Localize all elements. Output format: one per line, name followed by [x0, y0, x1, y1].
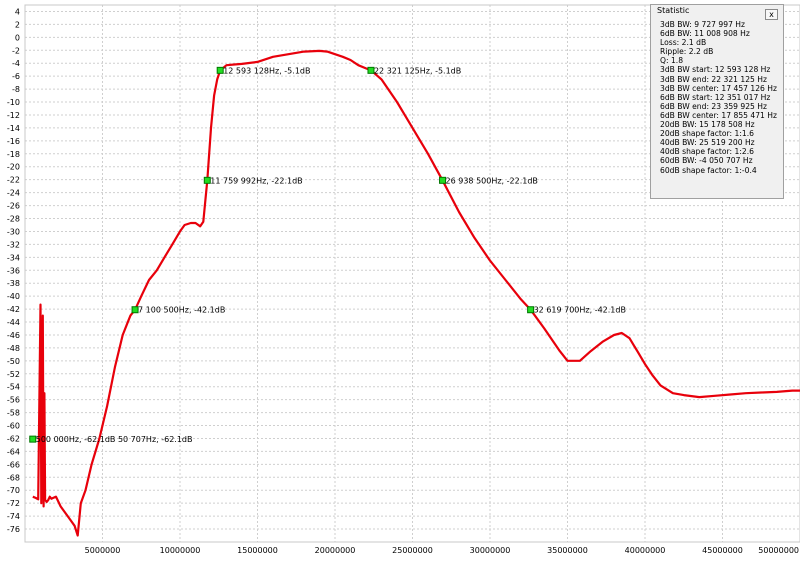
y-tick-label: -34: [7, 253, 20, 262]
y-tick-label: -52: [7, 370, 20, 379]
y-axis-ticks: 4 2 0 -2 -4 -6 -8 -10 -12 -14 -16 -18 -20 -22 -24 -26 -2…: [7, 7, 20, 534]
y-tick-label: -46: [7, 331, 20, 340]
x-tick-label: 5000000: [85, 546, 121, 555]
statistic-list: 3dB BW: 9 727 997 Hz 6dB BW: 11 008 908 H…: [660, 20, 777, 175]
marker-label: 22 321 125Hz, -5.1dB: [374, 66, 461, 75]
data-marker[interactable]: [216, 66, 224, 74]
marker-label: 12 593 128Hz, -5.1dB: [223, 66, 310, 75]
x-tick-label: 50000000: [758, 546, 799, 555]
y-tick-label: -12: [7, 111, 20, 120]
data-marker[interactable]: [203, 176, 211, 184]
data-marker[interactable]: [527, 306, 535, 314]
y-tick-label: 0: [15, 33, 20, 42]
statistic-panel[interactable]: Statistic x 3dB BW: 9 727 997 Hz 6dB BW: …: [650, 4, 784, 199]
y-tick-label: -18: [7, 150, 20, 159]
x-tick-label: 25000000: [392, 546, 433, 555]
data-marker[interactable]: [439, 176, 447, 184]
y-tick-label: -14: [7, 124, 20, 133]
statistic-line: 20dB BW: 15 178 508 Hz: [660, 120, 755, 130]
data-marker[interactable]: [29, 435, 37, 443]
statistic-line: 3dB BW center: 17 457 126 Hz: [660, 83, 777, 93]
plot-frame: [24, 4, 800, 543]
y-tick-label: -22: [7, 176, 20, 185]
y-tick-label: -28: [7, 215, 20, 224]
y-tick-label: -64: [7, 447, 20, 456]
marker-label: 7 100 500Hz, -42.1dB: [138, 306, 225, 315]
y-tick-label: -68: [7, 473, 20, 482]
y-tick-label: 4: [15, 7, 20, 16]
statistic-line: 40dB BW: 25 519 200 Hz: [660, 138, 755, 148]
y-tick-label: -38: [7, 279, 20, 288]
y-tick-label: -6: [12, 72, 20, 81]
statistic-title: Statistic: [657, 6, 690, 15]
x-tick-label: 30000000: [470, 546, 511, 555]
y-tick-label: -2: [12, 46, 20, 55]
marker-label: 11 759 992Hz, -22.1dB: [210, 176, 302, 185]
x-tick-label: 20000000: [315, 546, 356, 555]
series-layer: [32, 49, 800, 537]
y-tick-label: -72: [7, 499, 20, 508]
x-axis-ticks: 5000000 10000000 15000000 20000000 25000000 3…: [85, 546, 799, 555]
y-tick-label: -76: [7, 525, 20, 534]
marker-label: 500 000Hz, -62.1dB 50 707Hz, -62.1dB: [36, 435, 193, 444]
series-line-0: [32, 49, 800, 537]
statistic-line: 3dB BW start: 12 593 128 Hz: [660, 65, 771, 75]
statistic-line: 60dB BW: -4 050 707 Hz: [660, 156, 753, 166]
data-marker[interactable]: [131, 306, 139, 314]
y-tick-label: -42: [7, 305, 20, 314]
y-tick-label: -44: [7, 318, 20, 327]
y-tick-label: -4: [12, 59, 20, 68]
statistic-line: Ripple: 2.2 dB: [660, 47, 714, 57]
y-tick-label: -20: [7, 163, 20, 172]
x-tick-label: 45000000: [702, 546, 743, 555]
y-tick-label: -8: [12, 85, 20, 94]
statistic-line: Q: 1.8: [660, 56, 684, 66]
statistic-line: 3dB BW end: 22 321 125 Hz: [660, 74, 768, 84]
y-tick-label: 2: [15, 20, 20, 29]
y-tick-label: -16: [7, 137, 20, 146]
statistic-line: 40dB shape factor: 1:2.6: [660, 147, 754, 157]
y-tick-label: -48: [7, 344, 20, 353]
statistic-line: Loss: 2.1 dB: [660, 38, 707, 48]
y-tick-label: -58: [7, 409, 20, 418]
y-tick-label: -32: [7, 240, 20, 249]
y-tick-label: -40: [7, 292, 20, 301]
statistic-line: 3dB BW: 9 727 997 Hz: [660, 20, 746, 29]
y-tick-label: -30: [7, 227, 20, 236]
y-tick-label: -26: [7, 202, 20, 211]
y-tick-label: -66: [7, 460, 20, 469]
statistic-line: 6dB BW end: 23 359 925 Hz: [660, 101, 768, 111]
y-tick-label: -10: [7, 98, 20, 107]
y-tick-label: -54: [7, 383, 20, 392]
x-tick-label: 10000000: [160, 546, 201, 555]
statistic-line: 6dB BW center: 17 855 471 Hz: [660, 110, 777, 120]
y-tick-label: -36: [7, 266, 20, 275]
x-tick-label: 35000000: [547, 546, 588, 555]
x-tick-label: 15000000: [237, 546, 278, 555]
y-tick-label: -70: [7, 486, 20, 495]
y-tick-label: -74: [7, 512, 20, 521]
y-tick-label: -50: [7, 357, 20, 366]
data-marker[interactable]: [367, 66, 375, 74]
y-tick-label: -56: [7, 396, 20, 405]
y-tick-label: -60: [7, 422, 20, 431]
marker-layer: 500 000Hz, -62.1dB 50 707Hz, -62.1dB 7 10…: [29, 66, 626, 444]
marker-label: 26 938 500Hz, -22.1dB: [446, 176, 538, 185]
x-tick-label: 40000000: [625, 546, 666, 555]
grid-lines: [25, 5, 800, 542]
statistic-line: 20dB shape factor: 1:1.6: [660, 129, 754, 139]
y-tick-label: -24: [7, 189, 20, 198]
marker-label: 32 619 700Hz, -42.1dB: [534, 306, 626, 315]
statistic-line: 6dB BW: 11 008 908 Hz: [660, 29, 750, 39]
statistic-line: 6dB BW start: 12 351 017 Hz: [660, 92, 771, 102]
y-tick-label: -62: [7, 434, 20, 443]
statistic-line: 60dB shape factor: 1:-0.4: [660, 165, 757, 175]
close-button[interactable]: x: [765, 9, 778, 20]
